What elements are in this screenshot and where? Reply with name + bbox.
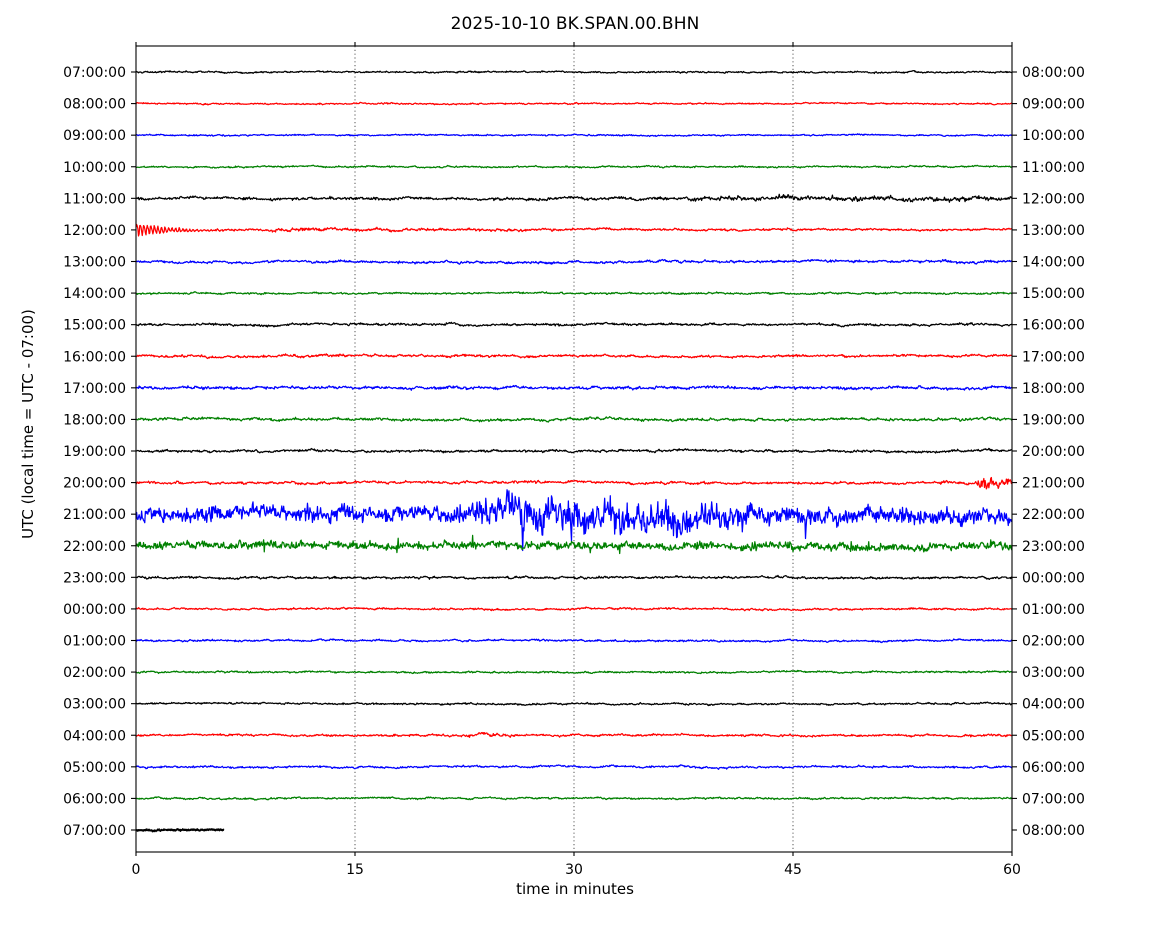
y-tick-label-left: 06:00:00 <box>63 791 126 807</box>
y-tick-label-right: 04:00:00 <box>1022 697 1085 713</box>
y-tick-label-left: 00:00:00 <box>63 602 126 618</box>
seismic-trace <box>136 291 1012 296</box>
y-tick-label-left: 16:00:00 <box>63 349 126 365</box>
x-tick-label: 15 <box>346 862 364 878</box>
x-tick-label: 60 <box>1003 862 1021 878</box>
seismic-trace <box>136 416 1012 423</box>
y-tick-label-right: 03:00:00 <box>1022 665 1085 681</box>
y-tick-label-left: 12:00:00 <box>63 223 126 239</box>
y-tick-label-left: 07:00:00 <box>63 823 126 839</box>
y-tick-label-right: 19:00:00 <box>1022 412 1085 428</box>
y-tick-label-left: 08:00:00 <box>63 97 126 113</box>
y-tick-label-left: 02:00:00 <box>63 665 126 681</box>
y-tick-label-right: 00:00:00 <box>1022 570 1085 586</box>
y-tick-label-left: 18:00:00 <box>63 412 126 428</box>
y-tick-label-left: 20:00:00 <box>63 476 126 492</box>
y-tick-label-left: 21:00:00 <box>63 507 126 523</box>
y-tick-label-right: 08:00:00 <box>1022 65 1085 81</box>
y-tick-label-left: 05:00:00 <box>63 760 126 776</box>
y-tick-label-right: 15:00:00 <box>1022 286 1085 302</box>
seismic-traces <box>136 69 1012 833</box>
seismic-trace <box>136 258 1012 265</box>
y-tick-label-left: 15:00:00 <box>63 318 126 334</box>
y-tick-label-right: 14:00:00 <box>1022 255 1085 271</box>
seismic-trace <box>136 164 1012 169</box>
seismic-trace <box>136 476 1012 490</box>
y-tick-label-left: 07:00:00 <box>63 65 126 81</box>
seismic-trace <box>136 828 225 833</box>
y-tick-label-right: 05:00:00 <box>1022 728 1085 744</box>
seismic-trace <box>136 69 1012 75</box>
gridlines <box>354 46 794 852</box>
seismic-trace <box>136 223 1012 237</box>
y-tick-label-right: 02:00:00 <box>1022 634 1085 650</box>
y-tick-label-right: 16:00:00 <box>1022 318 1085 334</box>
y-tick-label-left: 17:00:00 <box>63 381 126 397</box>
x-tick-label: 30 <box>565 862 583 878</box>
x-axis-label: time in minutes <box>516 880 634 898</box>
y-tick-label-left: 10:00:00 <box>63 160 126 176</box>
y-tick-label-right: 11:00:00 <box>1022 160 1085 176</box>
seismic-trace <box>136 669 1012 675</box>
seismic-trace <box>136 764 1012 770</box>
seismic-trace <box>136 731 1012 738</box>
y-tick-label-right: 09:00:00 <box>1022 97 1085 113</box>
y-tick-label-right: 23:00:00 <box>1022 539 1085 555</box>
seismic-trace <box>136 321 1012 328</box>
seismic-trace <box>136 447 1012 454</box>
y-tick-label-right: 21:00:00 <box>1022 476 1085 492</box>
y-tick-label-right: 10:00:00 <box>1022 128 1085 144</box>
x-tick-label: 0 <box>132 862 141 878</box>
y-tick-label-left: 04:00:00 <box>63 728 126 744</box>
y-tick-label-left: 14:00:00 <box>63 286 126 302</box>
y-tick-label-right: 08:00:00 <box>1022 823 1085 839</box>
y-tick-label-right: 20:00:00 <box>1022 444 1085 460</box>
y-tick-label-left: 01:00:00 <box>63 634 126 650</box>
axis-ticks: 0 15 30 45 60 07:00:00 08:00:00 08:00:00 09:00:0… <box>63 42 1085 878</box>
y-tick-label-right: 17:00:00 <box>1022 349 1085 365</box>
y-tick-label-right: 13:00:00 <box>1022 223 1085 239</box>
y-tick-label-left: 11:00:00 <box>63 191 126 207</box>
y-tick-label-right: 07:00:00 <box>1022 791 1085 807</box>
seismic-trace <box>136 101 1012 106</box>
y-tick-label-right: 22:00:00 <box>1022 507 1085 523</box>
page-title: 2025-10-10 BK.SPAN.00.BHN <box>450 14 700 34</box>
seismic-trace <box>136 796 1012 801</box>
y-tick-label-right: 01:00:00 <box>1022 602 1085 618</box>
seismic-trace <box>136 534 1012 555</box>
seismic-trace <box>136 384 1012 391</box>
y-tick-label-left: 23:00:00 <box>63 570 126 586</box>
y-tick-label-left: 19:00:00 <box>63 444 126 460</box>
y-tick-label-left: 13:00:00 <box>63 255 126 271</box>
y-tick-label-left: 09:00:00 <box>63 128 126 144</box>
seismic-trace <box>136 606 1012 612</box>
seismic-trace <box>136 638 1012 644</box>
y-tick-label-left: 22:00:00 <box>63 539 126 555</box>
seismic-trace <box>136 193 1012 203</box>
y-tick-label-right: 06:00:00 <box>1022 760 1085 776</box>
x-tick-label: 45 <box>784 862 802 878</box>
seismic-trace <box>136 574 1012 581</box>
seismic-trace <box>136 489 1012 552</box>
y-tick-label-right: 12:00:00 <box>1022 191 1085 207</box>
y-tick-label-left: 03:00:00 <box>63 697 126 713</box>
seismic-trace <box>136 133 1012 138</box>
seismic-trace <box>136 353 1012 360</box>
y-tick-label-right: 18:00:00 <box>1022 381 1085 397</box>
seismic-trace <box>136 701 1012 707</box>
